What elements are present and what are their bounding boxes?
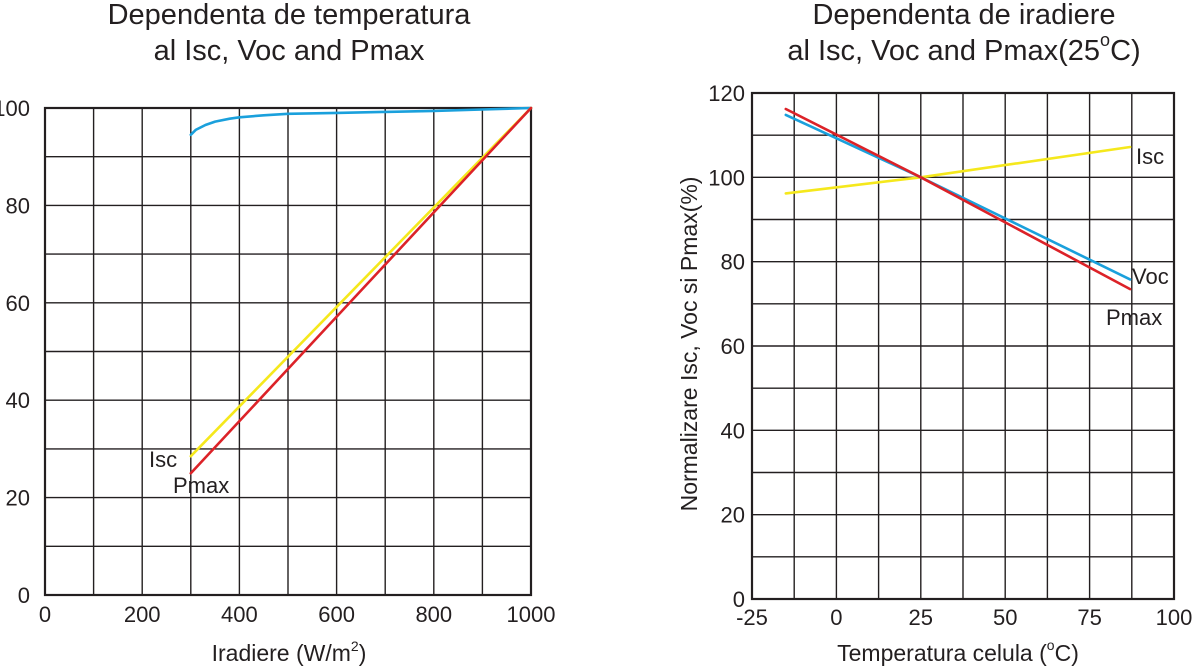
right-x-tick-label: 50 — [993, 605, 1017, 630]
right-y-tick-label: 120 — [708, 81, 745, 106]
left-chart-x-ticks: 0 200 400 600 800 1000 — [39, 602, 556, 627]
right-chart-title-line2: al Isc, Voc and Pmax(25oC) — [787, 30, 1140, 67]
right-series-isc-line — [784, 145, 1132, 195]
right-chart-y-ticks: 0 20 40 60 80 100 120 — [708, 81, 745, 612]
left-pmax-label: Pmax — [173, 473, 229, 498]
right-x-axis-label: Temperatura celula (oC) — [837, 637, 1079, 666]
left-y-tick-label: 0 — [18, 583, 30, 608]
left-x-axis-label-end: ) — [359, 640, 367, 666]
right-voc-label: Voc — [1132, 264, 1169, 289]
left-y-tick-label: 40 — [6, 388, 30, 413]
left-chart-grid — [43, 106, 533, 597]
left-x-tick-label: 800 — [415, 602, 452, 627]
right-x-tick-label: 0 — [830, 605, 842, 630]
left-y-tick-label: 100 — [0, 96, 30, 121]
left-x-axis-label-main: Iradiere (W/m — [212, 640, 351, 666]
right-chart-x-ticks: -25 0 25 50 75 100 — [736, 605, 1192, 630]
left-x-tick-label: 0 — [39, 602, 51, 627]
right-chart-series — [784, 107, 1132, 291]
right-y-tick-label: 80 — [721, 250, 745, 275]
right-x-axis-label-end: C) — [1055, 640, 1079, 666]
right-y-axis-label: Normalizare Isc, Voc si Pmax(%) — [676, 177, 702, 512]
right-x-tick-label: 25 — [909, 605, 933, 630]
right-chart-title-line2-end: C) — [1110, 35, 1141, 67]
left-x-tick-label: 200 — [124, 602, 161, 627]
right-chart-title-line2-main: al Isc, Voc and Pmax(25 — [787, 35, 1100, 67]
right-plot-frame — [750, 91, 1176, 601]
left-isc-label: Isc — [149, 447, 177, 472]
left-chart-title-line2: al Isc, Voc and Pmax — [154, 35, 425, 67]
right-y-tick-label: 40 — [721, 418, 745, 443]
left-x-tick-label: 400 — [221, 602, 258, 627]
right-y-tick-label: 100 — [708, 165, 745, 190]
right-x-tick-label: 100 — [1156, 605, 1193, 630]
left-chart: Dependenta de temperatura al Isc, Voc an… — [0, 0, 555, 666]
right-y-tick-label: 60 — [721, 334, 745, 359]
right-isc-label: Isc — [1136, 144, 1164, 169]
left-x-tick-label: 600 — [318, 602, 355, 627]
left-y-tick-label: 80 — [6, 193, 30, 218]
left-chart-y-ticks: 0 20 40 60 80 100 — [0, 96, 30, 608]
right-series-pmax-line — [784, 107, 1132, 291]
right-x-axis-label-sup: o — [1047, 637, 1055, 653]
left-series-pmax-line — [189, 106, 533, 475]
left-x-axis-label: Iradiere (W/m2) — [212, 638, 367, 666]
right-y-tick-label: 20 — [721, 503, 745, 528]
left-x-tick-label: 1000 — [507, 602, 556, 627]
right-chart-grid — [750, 91, 1176, 601]
left-y-tick-label: 60 — [6, 291, 30, 316]
right-x-tick-label: -25 — [736, 605, 768, 630]
left-y-tick-label: 20 — [6, 486, 30, 511]
right-chart: Dependenta de iradiere al Isc, Voc and P… — [676, 0, 1192, 666]
left-chart-series — [189, 106, 533, 475]
left-series-voc-line — [189, 106, 533, 137]
right-chart-title-line1: Dependenta de iradiere — [812, 0, 1115, 31]
right-y-tick-label: 0 — [733, 587, 745, 612]
right-x-axis-label-main: Temperatura celula ( — [837, 640, 1047, 666]
right-pmax-label: Pmax — [1106, 305, 1162, 330]
right-x-tick-label: 75 — [1077, 605, 1101, 630]
left-chart-title-line1: Dependenta de temperatura — [108, 0, 472, 31]
left-series-isc-line — [189, 106, 533, 458]
left-x-axis-label-sup: 2 — [351, 638, 359, 654]
left-plot-frame — [43, 106, 533, 597]
right-chart-title-line2-sup: o — [1100, 30, 1110, 50]
